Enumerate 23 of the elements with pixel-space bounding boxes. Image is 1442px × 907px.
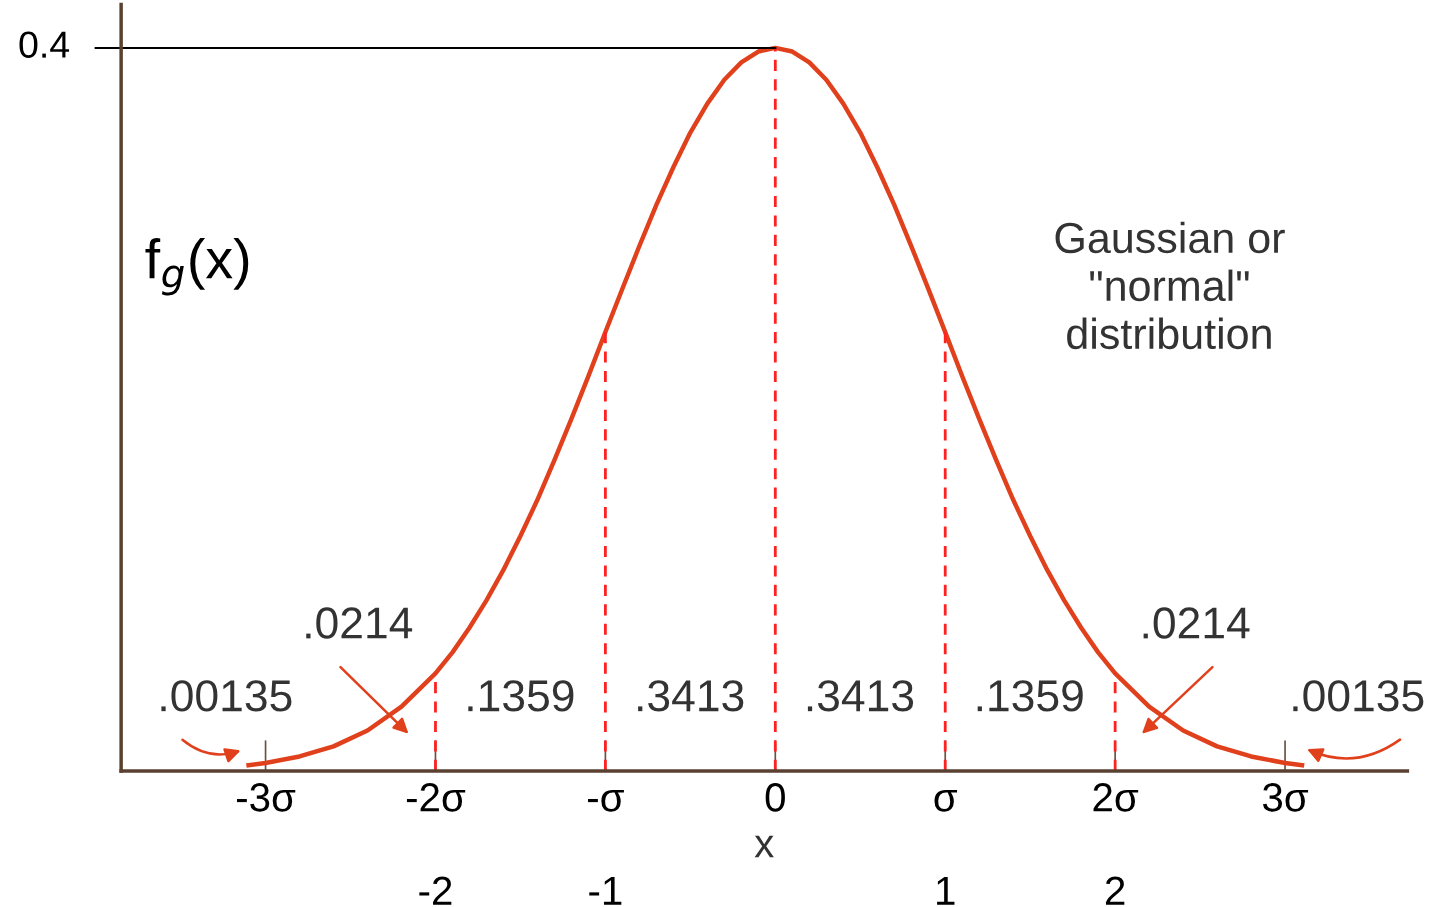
x-tick-label: 3σ xyxy=(1262,783,1309,812)
x2-tick-label: -1 xyxy=(589,876,622,905)
annotation: .0214 xyxy=(306,607,413,639)
annotation: 0.4 xyxy=(19,31,70,58)
x-tick-label: -2σ xyxy=(406,783,466,812)
x-tick-label: 0 xyxy=(765,783,785,812)
y-axis-title: f$_{g}$(x) xyxy=(145,237,249,296)
annotation: .00135 xyxy=(1293,680,1424,712)
annotation: .1359 xyxy=(468,680,574,712)
x-tick-label: 2σ xyxy=(1093,783,1139,812)
annotation: Gaussian or "normal" distribution xyxy=(1055,221,1285,350)
x2-tick-label: 2 xyxy=(1105,876,1125,905)
x-axis-title: x xyxy=(754,835,774,858)
x-tick-label: -3σ xyxy=(237,783,296,812)
x2-tick-label: 1 xyxy=(937,876,955,905)
x2-tick-label: -2 xyxy=(419,876,452,905)
annotation: .0214 xyxy=(1143,607,1250,639)
x-tick-label: σ xyxy=(934,789,958,812)
annotation: .00135 xyxy=(161,680,292,712)
x-tick-label: -σ xyxy=(588,789,624,812)
annotation: .1359 xyxy=(977,680,1083,712)
annotation: .3413 xyxy=(638,680,744,712)
annotation: .3413 xyxy=(807,680,914,712)
